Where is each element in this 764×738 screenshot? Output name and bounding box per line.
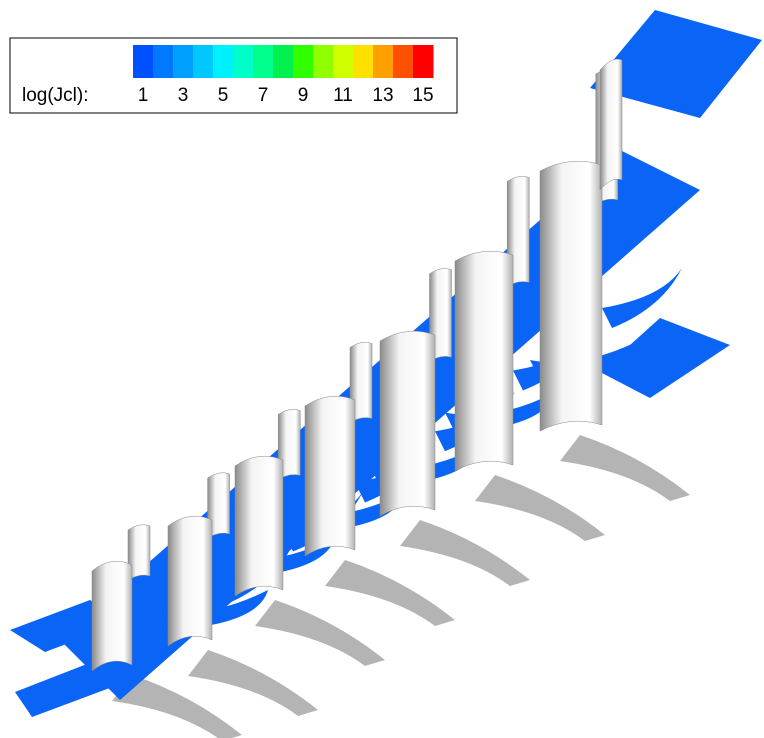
blade-rows (91, 58, 623, 672)
color-band (293, 45, 314, 78)
shadow (325, 560, 455, 626)
tick-label: 13 (372, 85, 393, 106)
blade (91, 560, 133, 672)
blade (454, 250, 514, 472)
blade (304, 395, 356, 557)
small-blade (127, 524, 151, 581)
blade (167, 515, 213, 647)
tick-label: 15 (412, 85, 433, 106)
blade (379, 330, 436, 517)
colorbar-legend: log(Jcl): 1 3 5 7 9 11 13 15 (9, 37, 458, 114)
color-band (253, 45, 274, 78)
shadow (400, 520, 530, 586)
color-band (233, 45, 254, 78)
tick-label: 3 (178, 85, 189, 106)
color-band (193, 45, 214, 78)
blade (234, 455, 284, 597)
color-band (133, 45, 154, 78)
legend-label: log(Jcl): (22, 85, 89, 106)
shadow (560, 435, 690, 501)
color-band (373, 45, 394, 78)
shadow (255, 600, 385, 666)
color-band (333, 45, 354, 78)
shadow (188, 650, 318, 716)
color-band (393, 45, 414, 78)
shadows (112, 435, 690, 738)
color-band (273, 45, 294, 78)
color-band (353, 45, 374, 78)
tick-label: 11 (333, 85, 353, 106)
shadow (112, 675, 242, 738)
color-band (213, 45, 234, 78)
tick-label: 1 (138, 85, 149, 106)
colorbar: 1 3 5 7 9 11 13 15 (133, 45, 434, 106)
tick-label: 5 (218, 85, 229, 106)
blade (539, 160, 603, 432)
tick-label: 9 (298, 85, 309, 106)
color-band (153, 45, 174, 78)
color-band (313, 45, 334, 78)
wake (602, 268, 682, 328)
blade (599, 58, 623, 191)
color-band (413, 45, 434, 78)
small-blade (207, 472, 230, 539)
color-band (173, 45, 194, 78)
shadow (475, 475, 605, 541)
tick-label: 7 (258, 85, 269, 106)
